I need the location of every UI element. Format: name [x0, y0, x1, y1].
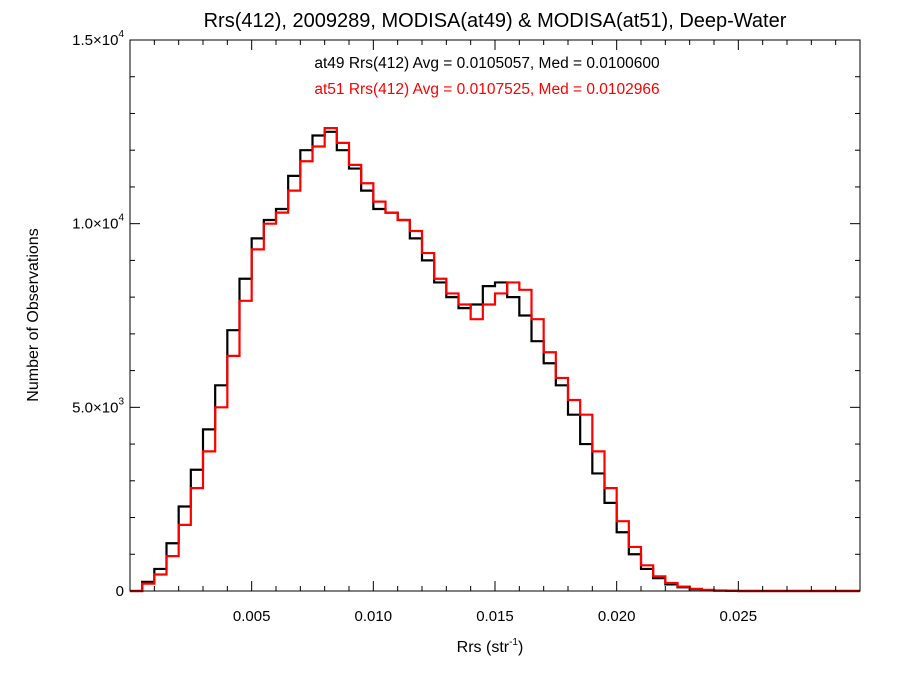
x-tick-label: 0.015	[476, 608, 514, 625]
x-axis: 0.005 0.010 0.015 0.020 0.025	[153, 40, 837, 625]
series-layer	[130, 127, 860, 593]
y-tick-label: 1.5×104	[72, 29, 124, 49]
x-axis-label-superscript: -1	[509, 637, 518, 648]
x-axis-label-end: )	[518, 639, 523, 656]
x-tick-label: 0.010	[355, 608, 393, 625]
y-axis-label: Number of Observations	[25, 228, 42, 401]
x-tick-label: 0.020	[598, 608, 636, 625]
x-axis-label-main: Rrs (str	[457, 639, 510, 656]
annotation-at49: at49 Rrs(412) Avg = 0.0105057, Med = 0.0…	[314, 55, 660, 72]
series-line-0	[130, 130, 860, 593]
annotation-at51: at51 Rrs(412) Avg = 0.0107525, Med = 0.0…	[314, 81, 659, 98]
y-tick-label: 1.0×104	[72, 213, 124, 233]
series-line-1	[130, 127, 860, 593]
x-axis-label: Rrs (str-1)	[457, 637, 524, 656]
y-axis: 0 5.0×103 1.0×104 1.5×104	[72, 29, 860, 600]
x-tick-label: 0.025	[720, 608, 758, 625]
y-tick-label: 0	[116, 583, 124, 600]
y-tick-label: 5.0×103	[72, 396, 124, 416]
x-tick-label: 0.005	[233, 608, 271, 625]
chart-title: Rrs(412), 2009289, MODISA(at49) & MODISA…	[204, 10, 787, 32]
